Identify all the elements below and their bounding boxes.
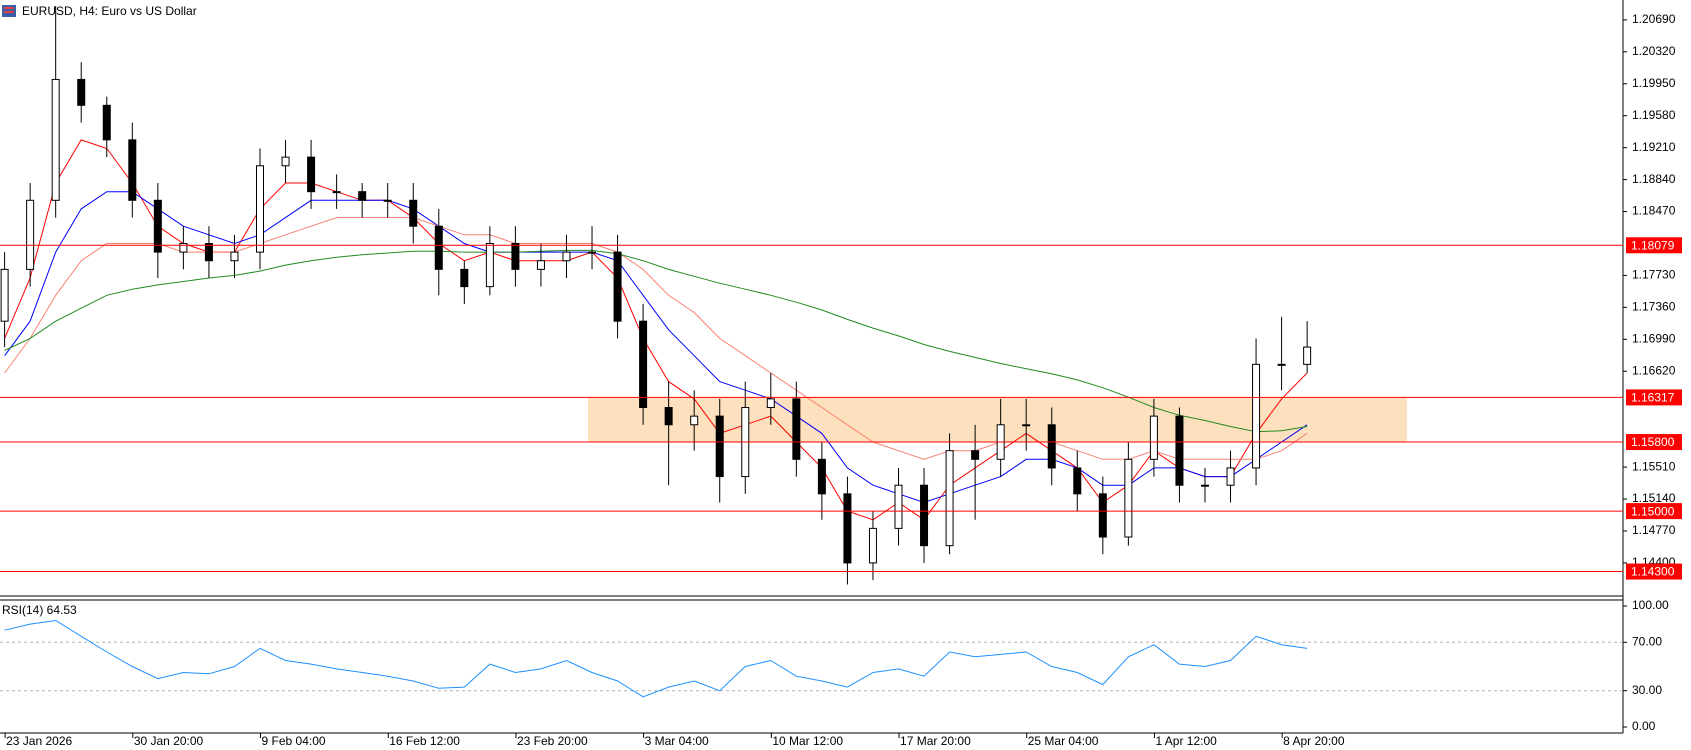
y-tick-label: 30.00 xyxy=(1632,683,1662,697)
candle-body xyxy=(485,242,494,288)
candle-body xyxy=(1175,415,1184,486)
level-label: 1.18079 xyxy=(1631,238,1675,252)
candle-body xyxy=(920,484,929,547)
candle-body xyxy=(690,415,699,426)
candle-body xyxy=(204,242,213,262)
level-tag xyxy=(1626,389,1682,406)
chart-title: EURUSD, H4: Euro vs US Dollar xyxy=(22,4,197,18)
candle-body xyxy=(613,251,622,322)
level-tag xyxy=(1626,563,1682,580)
x-tick-label: 23 Feb 20:00 xyxy=(517,734,588,748)
y-tick-label: 1.18840 xyxy=(1632,172,1676,186)
moving-average xyxy=(4,217,1308,460)
x-tick-label: 16 Feb 12:00 xyxy=(389,734,460,748)
x-tick-label: 23 Jan 2026 xyxy=(6,734,72,748)
candle-body xyxy=(1073,467,1082,495)
candle-body xyxy=(1200,484,1209,487)
candle-body xyxy=(562,251,571,262)
candle-body xyxy=(664,407,673,426)
y-tick-label: 1.20690 xyxy=(1632,12,1676,26)
y-tick-label: 1.15510 xyxy=(1632,459,1676,473)
candle-body xyxy=(51,78,60,201)
y-tick-label: 1.18470 xyxy=(1632,204,1676,218)
y-tick-label: 1.15140 xyxy=(1632,491,1676,505)
x-tick-label: 30 Jan 20:00 xyxy=(134,734,204,748)
rsi-title: RSI(14) 64.53 xyxy=(2,603,77,617)
candle-body xyxy=(307,156,316,193)
moving-average xyxy=(4,191,1308,504)
level-tag xyxy=(1626,503,1682,520)
moving-average xyxy=(4,249,1308,433)
candle-body xyxy=(1047,424,1056,469)
y-tick-label: 1.19580 xyxy=(1632,108,1676,122)
x-tick-label: 9 Feb 04:00 xyxy=(262,734,326,748)
candle-body xyxy=(945,450,954,547)
candle-body xyxy=(1226,467,1235,486)
x-tick-label: 25 Mar 04:00 xyxy=(1028,734,1099,748)
candle-body xyxy=(409,199,418,227)
candle-body xyxy=(0,268,9,322)
x-tick-label: 1 Apr 12:00 xyxy=(1155,734,1217,748)
candle-body xyxy=(511,242,520,270)
y-tick-label: 0.00 xyxy=(1632,719,1656,733)
candle-body xyxy=(792,398,801,460)
y-tick-label: 100.00 xyxy=(1632,598,1669,612)
candle-body xyxy=(102,104,111,141)
candle-body xyxy=(817,458,826,495)
y-tick-label: 70.00 xyxy=(1632,634,1662,648)
candle-body xyxy=(1303,346,1312,365)
candle-body xyxy=(179,242,188,253)
level-label: 1.16317 xyxy=(1631,391,1675,405)
candle-body xyxy=(153,199,162,253)
candle-body xyxy=(639,320,648,409)
candle-body xyxy=(715,415,724,478)
y-tick-label: 1.19950 xyxy=(1632,76,1676,90)
level-tag xyxy=(1626,237,1682,254)
candle-body xyxy=(358,191,367,201)
candle-body xyxy=(868,527,877,564)
candle-body xyxy=(230,251,239,262)
y-tick-label: 1.20320 xyxy=(1632,44,1676,58)
x-tick-label: 10 Mar 12:00 xyxy=(772,734,843,748)
candle-body xyxy=(281,156,290,167)
level-tag xyxy=(1626,434,1682,451)
candle-body xyxy=(1252,363,1261,469)
candle-body xyxy=(128,139,137,201)
candle-body xyxy=(256,165,264,253)
candle-body xyxy=(588,251,597,254)
y-tick-label: 1.17360 xyxy=(1632,300,1676,314)
level-label: 1.15800 xyxy=(1631,435,1675,449)
candle-body xyxy=(332,191,341,194)
candle-body xyxy=(434,225,443,270)
candle-body xyxy=(1149,415,1158,460)
symbol-icon xyxy=(2,5,16,17)
candle-body xyxy=(843,493,852,564)
candle-body xyxy=(1022,424,1031,427)
candle-body xyxy=(1277,363,1286,366)
candle-body xyxy=(383,199,392,202)
x-tick-label: 8 Apr 20:00 xyxy=(1283,734,1345,748)
y-tick-label: 1.19210 xyxy=(1632,140,1676,154)
x-tick-label: 17 Mar 20:00 xyxy=(900,734,971,748)
y-tick-label: 1.16990 xyxy=(1632,331,1676,345)
candle-body xyxy=(766,398,775,409)
candle-body xyxy=(77,78,86,106)
candle-body xyxy=(26,199,35,270)
candle-body xyxy=(1124,458,1133,538)
candle-body xyxy=(460,268,469,288)
level-label: 1.15000 xyxy=(1631,504,1675,518)
y-tick-label: 1.14770 xyxy=(1632,523,1676,537)
candle-body xyxy=(1098,493,1107,538)
rsi-line xyxy=(4,619,1308,698)
y-tick-label: 1.16620 xyxy=(1632,363,1676,377)
level-label: 1.14300 xyxy=(1631,565,1675,579)
candle-body xyxy=(536,260,545,270)
x-tick-label: 3 Mar 04:00 xyxy=(645,734,709,748)
candle-body xyxy=(971,450,980,460)
y-tick-label: 1.17730 xyxy=(1632,268,1676,282)
candle-body xyxy=(894,484,903,529)
